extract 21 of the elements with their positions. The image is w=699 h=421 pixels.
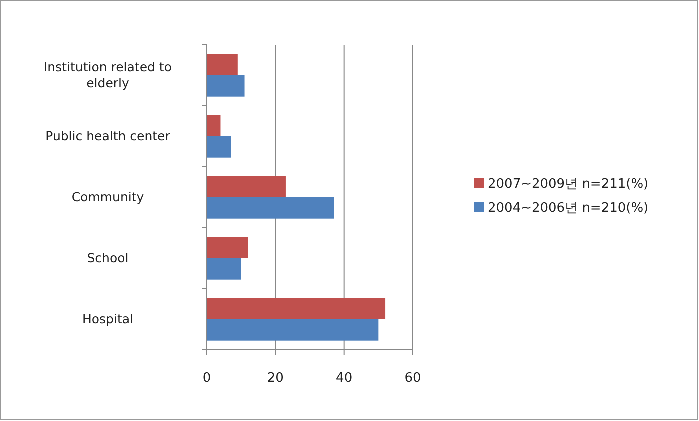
bar	[207, 136, 232, 158]
bar	[207, 258, 242, 280]
bar	[207, 298, 386, 320]
bar	[207, 198, 334, 219]
y-tick-label: Community	[72, 190, 145, 204]
y-tick-label: Hospital	[82, 312, 134, 326]
x-tick-label: 40	[336, 371, 353, 386]
y-tick-label: Public health center	[46, 128, 172, 144]
y-tick-label: Institution related to elderly	[44, 60, 172, 90]
x-tick-label: 60	[404, 371, 422, 386]
bar	[207, 320, 379, 341]
legend-label: 2004~2006년 n=210(%)	[488, 201, 649, 216]
legend-label: 2007~2009년 n=211(%)	[488, 177, 649, 192]
bar	[207, 176, 286, 198]
x-tick-label: 20	[267, 371, 284, 386]
bar	[207, 76, 245, 97]
bar	[207, 115, 221, 136]
x-tick-label: 0	[202, 371, 212, 386]
bar	[207, 237, 248, 258]
y-tick-label: School	[87, 250, 129, 266]
bar	[207, 54, 238, 76]
